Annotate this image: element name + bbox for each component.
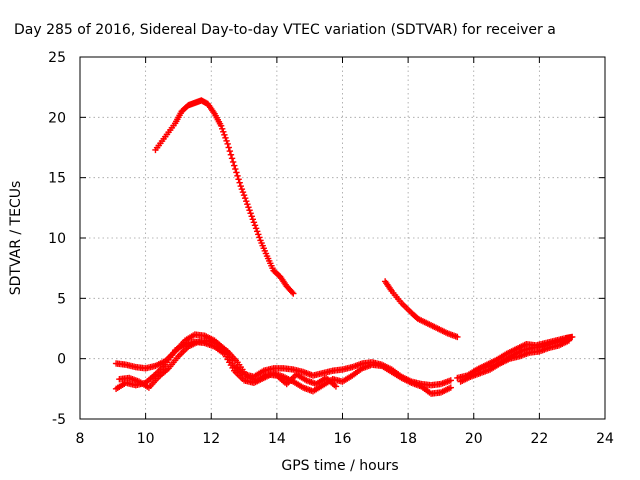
data-point [256,234,263,241]
data-point [238,185,246,193]
data-point [247,210,254,217]
data-point [236,179,243,186]
data-point [565,336,573,343]
data-point [222,134,229,142]
data-point [241,194,249,202]
data-point [246,207,253,214]
data-point [220,128,227,136]
series-low-band-b [112,338,454,397]
y-tick-label: 20 [48,110,66,126]
x-tick-label: 14 [268,431,286,447]
data-point [447,377,454,384]
data-point [221,131,228,139]
data-point [228,155,236,162]
data-point [229,158,237,166]
data-point [223,137,230,145]
x-tick-label: 18 [399,431,417,447]
points-layer [112,97,576,397]
data-point [217,122,225,129]
data-point [235,176,242,183]
data-point [227,151,235,158]
labels-layer: 8 10 12 14 16 18 20 22 24 -5 0 5 10 15 20 25 [48,50,614,447]
data-point [233,169,240,176]
data-point [332,383,340,390]
data-point [239,188,247,196]
y-axis-label: SDTVAR / TECUs [8,181,24,296]
x-tick-label: 16 [334,431,352,447]
y-tick-label: -5 [52,412,66,428]
data-point [232,165,239,173]
data-point [226,147,234,155]
data-point [250,219,258,226]
data-point [245,204,252,211]
data-point [234,172,241,180]
series-low-band-c [116,337,340,391]
y-tick-label: 5 [57,291,66,307]
data-point [248,213,255,220]
data-point [244,201,251,208]
x-tick-label: 8 [76,431,85,447]
data-point [224,140,231,148]
y-tick-label: 25 [48,50,66,66]
series-high-arc-1 [152,97,297,297]
data-point [252,225,260,232]
data-point [231,162,238,169]
x-tick-label: 12 [202,431,220,447]
data-point [251,222,259,229]
x-tick-label: 22 [530,431,548,447]
data-point [568,333,576,341]
data-point [290,290,297,297]
data-point [253,228,261,235]
y-tick-label: 0 [57,352,66,368]
x-axis-label: GPS time / hours [281,458,398,474]
data-point [454,333,461,341]
series-right-band-b [457,337,573,385]
chart-title: Day 285 of 2016, Sidereal Day-to-day VTE… [14,22,556,38]
series-high-arc-2 [381,278,461,341]
data-point [237,182,244,190]
data-point [447,384,454,391]
series-right-band-c [470,336,573,376]
data-point [243,197,250,205]
data-point [249,216,257,223]
y-tick-label: 10 [48,231,66,247]
data-point [240,191,248,199]
plot-frame [79,56,606,420]
y-tick-label: 15 [48,171,66,187]
x-tick-label: 10 [137,431,155,447]
data-point [255,231,262,238]
data-point [288,289,296,296]
x-tick-label: 24 [596,431,614,447]
data-point [225,144,232,151]
data-point [218,125,226,132]
x-tick-label: 20 [465,431,483,447]
